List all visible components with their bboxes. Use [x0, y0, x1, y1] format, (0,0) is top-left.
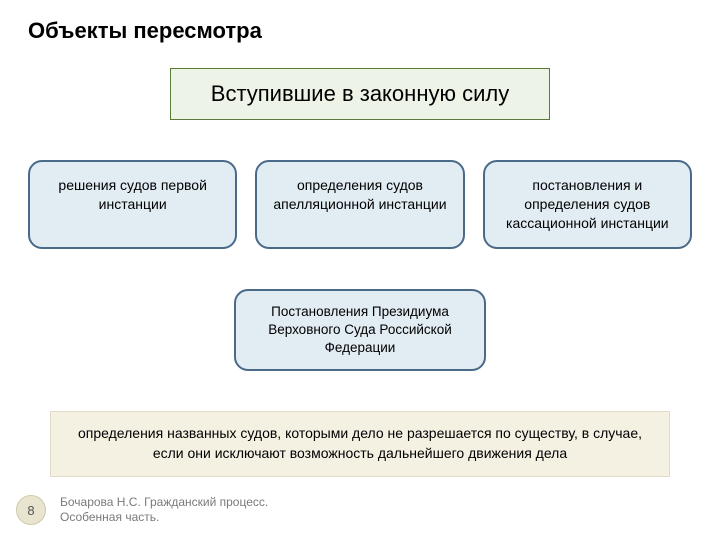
note-bar: определения названных судов, которыми де… [50, 411, 670, 476]
footer: 8 Бочарова Н.С. Гражданский процесс.Особ… [0, 495, 268, 526]
card-presidium: Постановления Президиума Верховного Суда… [234, 289, 486, 372]
header-box: Вступившие в законную силу [170, 68, 550, 120]
slide-title: Объекты пересмотра [28, 18, 692, 44]
card-first-instance: решения судов первой инстанции [28, 160, 237, 249]
card-appeal: определения судов апелляционной инстанци… [255, 160, 464, 249]
card-cassation: постановления и определения судов кассац… [483, 160, 692, 249]
cards-row: решения судов первой инстанции определен… [28, 160, 692, 249]
page-number: 8 [16, 495, 46, 525]
footer-author: Бочарова Н.С. Гражданский процесс.Особен… [60, 495, 268, 526]
